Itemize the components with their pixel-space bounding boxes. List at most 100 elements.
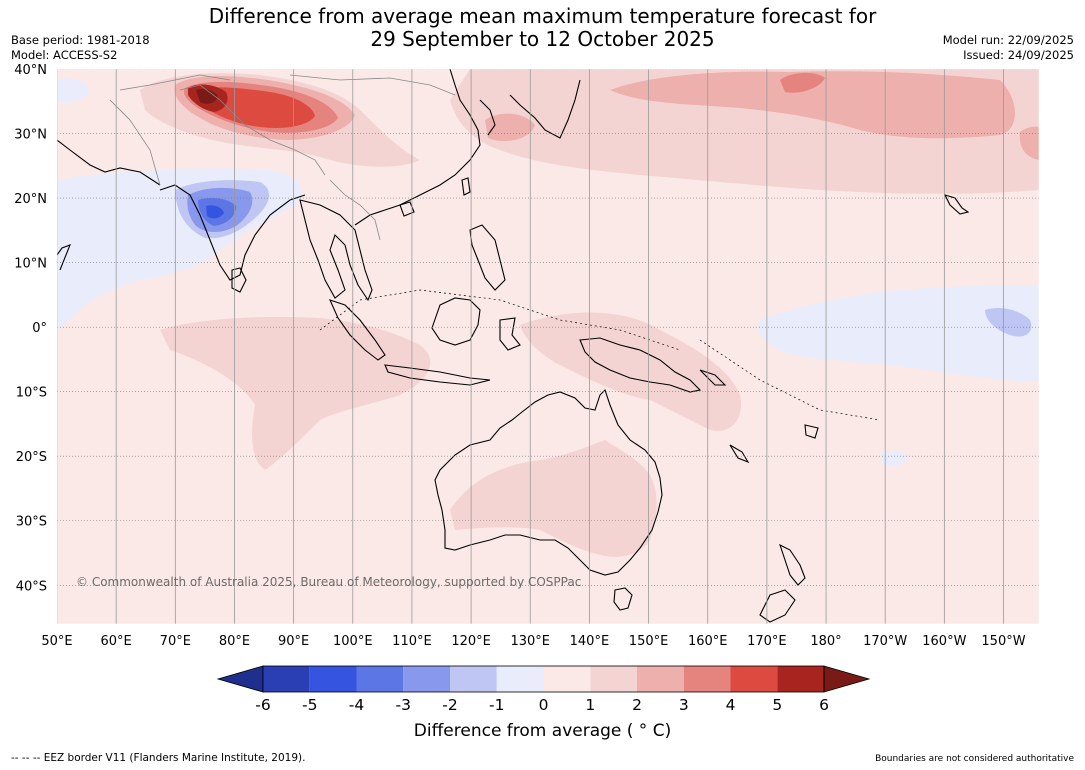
anomaly-cool-india-4 [206, 205, 224, 219]
coast-japan [509, 79, 581, 139]
lat-tick-label: 20°N [14, 192, 47, 207]
colorbar-bin [496, 666, 544, 692]
latitude-labels: 40°N 30°N 20°N 10°N 0° 10°S 20°S 30°S 40°S [14, 63, 47, 594]
colorbar-bin [683, 666, 731, 692]
coast-philippines [469, 224, 506, 291]
title-line-1: Difference from average mean maximum tem… [208, 4, 877, 28]
coast-hainan [399, 201, 415, 217]
map-area: © Commonwealth of Australia 2025, Bureau… [57, 69, 1039, 624]
coast-new-zealand-north [779, 543, 806, 586]
lat-tick-label: 10°N [14, 257, 47, 272]
lat-tick-label: 30°S [16, 515, 47, 530]
lon-tick-label: 160°E [688, 634, 728, 649]
lat-tick-label: 30°N [14, 128, 47, 143]
country-borders [109, 74, 456, 241]
coast-taiwan [461, 177, 471, 196]
coast-new-caledonia [729, 444, 750, 464]
lat-tick-label: 40°S [16, 579, 47, 594]
model-name: Model: ACCESS-S2 [11, 48, 118, 62]
colorbar-label: -4 [349, 696, 364, 714]
anomaly-warm-indian-ocean [160, 316, 431, 470]
colorbar-bin [403, 666, 450, 692]
coast-arabia [57, 139, 161, 186]
coast-korea [479, 99, 496, 136]
colorbar-title: Difference from average ( ° C) [413, 721, 672, 741]
coast-se-asia [299, 199, 373, 302]
border-iran-pak [109, 99, 161, 186]
colorbar-bin [637, 666, 684, 692]
lon-tick-label: 160°W [922, 634, 966, 649]
lat-tick-label: 40°N [14, 63, 47, 78]
anomaly-shading [57, 69, 1039, 557]
colorbar-label: 2 [632, 696, 642, 714]
coast-china [354, 69, 481, 226]
lat-tick-label: 0° [32, 321, 47, 336]
anomaly-warm-kashmir-6 [196, 88, 218, 104]
anomaly-warm-pacific-2 [610, 71, 1015, 139]
anomaly-cool-east-pacific [758, 285, 1039, 382]
colorbar-label: -1 [489, 696, 504, 714]
colorbar-label: -3 [396, 696, 411, 714]
colorbar-label: 1 [585, 696, 595, 714]
lon-tick-label: 150°E [629, 634, 669, 649]
colorbar-bin [356, 666, 404, 692]
anomaly-warm-australia [450, 440, 657, 557]
coast-east-africa [57, 244, 71, 271]
colorbar-label: 5 [772, 696, 782, 714]
colorbar-label: 6 [819, 696, 829, 714]
lon-tick-label: 50°E [41, 634, 72, 649]
colorbar-bin [777, 666, 824, 692]
colorbar-label: -6 [255, 696, 270, 714]
lon-tick-label: 170°E [747, 634, 787, 649]
lon-tick-label: 80°E [219, 634, 250, 649]
lon-tick-label: 150°W [981, 634, 1025, 649]
coast-sri-lanka [231, 267, 247, 293]
lon-tick-label: 140°E [570, 634, 610, 649]
colorbar-extend-high [823, 665, 871, 693]
eez-indonesia [319, 289, 681, 351]
copyright-notice: © Commonwealth of Australia 2025, Bureau… [76, 575, 581, 589]
lat-tick-label: 10°S [16, 386, 47, 401]
coast-java [384, 364, 491, 386]
border-se-asia [329, 179, 381, 241]
issued-date: Issued: 24/09/2025 [963, 48, 1074, 62]
coast-tasmania [613, 587, 633, 611]
colorbar-label: 3 [679, 696, 689, 714]
lon-tick-label: 120°E [451, 634, 491, 649]
eez-footnote: -- -- -- EEZ border V11 (Flanders Marine… [11, 752, 306, 764]
lon-tick-label: 170°W [863, 634, 907, 649]
anomaly-cool-south-pacific [880, 450, 908, 466]
colorbar-bin [263, 666, 310, 692]
anomaly-cool-arabia [57, 78, 90, 103]
meta-right: Model run: 22/09/2025 Issued: 24/09/2025 [943, 33, 1074, 63]
anomaly-warm-png [520, 312, 741, 431]
coast-sulawesi [499, 317, 521, 351]
graticule [57, 69, 1039, 624]
eez-pacific [699, 339, 881, 421]
colorbar: -6 -5 -4 -3 -2 -1 0 1 2 3 4 5 6 [216, 665, 871, 714]
colorbar-bin [730, 666, 778, 692]
border-mongolia [289, 74, 456, 96]
lon-tick-label: 110°E [392, 634, 432, 649]
lon-tick-label: 130°E [510, 634, 550, 649]
colorbar-label: 4 [726, 696, 736, 714]
colorbar-label: 0 [539, 696, 549, 714]
coast-fiji [804, 424, 819, 439]
coast-new-guinea [579, 337, 702, 393]
lon-tick-label: 180° [810, 634, 841, 649]
lon-tick-label: 70°E [160, 634, 191, 649]
coast-australia [434, 388, 663, 576]
map-frame [56, 68, 1040, 625]
colorbar-label: -5 [302, 696, 317, 714]
colorbar-outline [262, 665, 825, 693]
coast-solomons [699, 369, 727, 386]
lon-tick-label: 90°E [278, 634, 309, 649]
longitude-labels: 50°E 60°E 70°E 80°E 90°E 100°E 110°E 120°E 130°E… [41, 634, 1025, 649]
base-period: Base period: 1981-2018 [11, 33, 150, 47]
title-line-2: 29 September to 12 October 2025 [370, 27, 715, 51]
colorbar-label: -2 [442, 696, 457, 714]
anomaly-warm-far-east [1019, 126, 1039, 160]
colorbar-extend-low [216, 665, 264, 693]
chart-title: Difference from average mean maximum tem… [0, 5, 1085, 51]
